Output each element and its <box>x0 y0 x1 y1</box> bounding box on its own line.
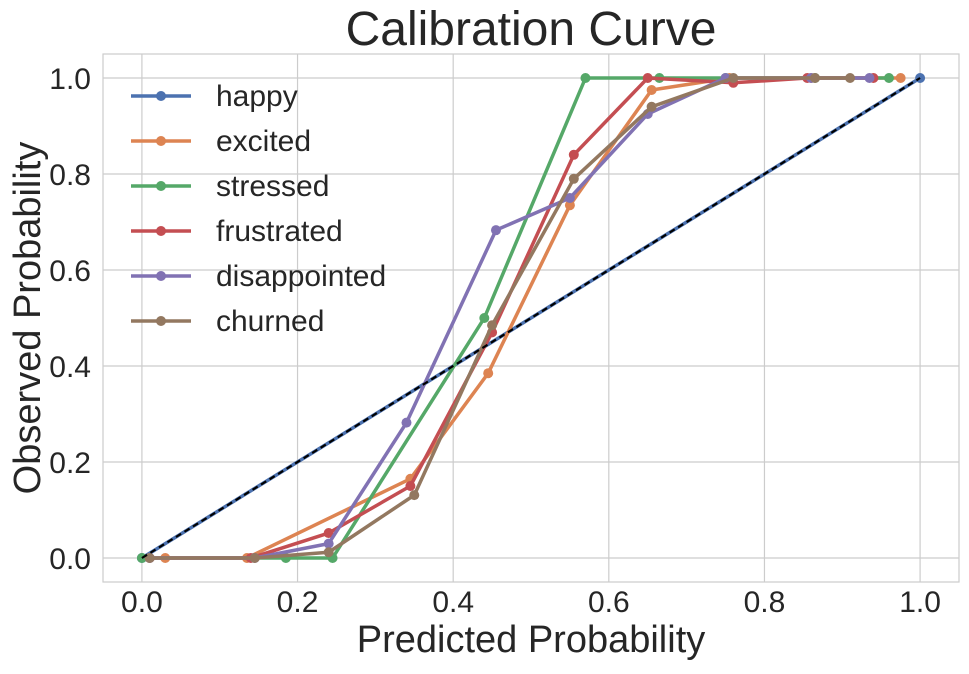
data-point-disappointed <box>564 193 575 203</box>
legend-marker <box>156 91 166 101</box>
data-point-churned <box>845 73 856 83</box>
data-point-disappointed <box>323 538 334 549</box>
legend-label: disappointed <box>216 260 386 293</box>
legend-item-disappointed: disappointed <box>131 260 386 293</box>
legend-item-happy: happy <box>131 80 298 113</box>
data-point-frustrated <box>568 149 579 160</box>
data-point-disappointed <box>401 417 412 428</box>
tick-labels: 0.0 0.2 0.4 0.6 0.8 1.0 0.0 0.2 0.4 0.6 0.8 1.0 <box>49 63 941 619</box>
y-tick-label: 0.8 <box>49 159 91 192</box>
data-point-disappointed <box>490 225 501 236</box>
data-point-churned <box>646 101 657 112</box>
series-line-churned <box>149 76 851 560</box>
legend-marker <box>156 316 166 326</box>
y-tick-label: 0.6 <box>49 255 91 288</box>
data-point-churned <box>487 320 498 331</box>
chart-title: Calibration Curve <box>346 3 717 56</box>
data-point-excited <box>483 368 494 379</box>
x-tick-label: 1.0 <box>899 586 941 619</box>
legend-item-frustrated: frustrated <box>131 215 343 248</box>
data-point-churned <box>810 73 821 83</box>
legend-label: stressed <box>216 170 329 203</box>
data-point-stressed <box>479 313 490 323</box>
series-churned <box>144 73 856 563</box>
data-point-stressed <box>883 73 894 83</box>
legend-item-excited: excited <box>131 125 311 158</box>
y-tick-label: 0.0 <box>49 543 91 576</box>
legend-item-churned: churned <box>131 305 324 338</box>
legend-item-stressed: stressed <box>131 170 329 203</box>
legend-marker <box>156 271 166 281</box>
legend: happy excited stressed frustrated disappoint… <box>131 80 386 338</box>
data-point-excited <box>564 200 575 211</box>
data-point-frustrated <box>323 528 334 539</box>
x-tick-label: 0.6 <box>588 586 630 619</box>
data-point-churned <box>409 490 420 501</box>
legend-marker <box>156 226 166 236</box>
legend-marker <box>156 181 166 191</box>
perfect-calibration-line <box>141 77 921 559</box>
series-layer <box>136 73 926 563</box>
legend-marker <box>156 136 166 146</box>
data-point-churned <box>728 73 739 83</box>
data-point-excited <box>895 73 906 83</box>
legend-label: churned <box>216 305 324 338</box>
data-point-disappointed <box>864 73 875 83</box>
legend-label: happy <box>216 80 298 113</box>
x-axis-title: Predicted Probability <box>357 619 706 661</box>
legend-label: excited <box>216 125 311 158</box>
x-tick-label: 0.0 <box>121 586 163 619</box>
data-point-excited <box>646 85 657 95</box>
x-tick-label: 0.2 <box>277 586 319 619</box>
data-point-frustrated <box>405 481 416 491</box>
y-tick-label: 1.0 <box>49 63 91 96</box>
legend-label: frustrated <box>216 215 343 248</box>
y-tick-label: 0.2 <box>49 447 91 480</box>
data-point-stressed <box>580 73 591 83</box>
data-point-churned <box>249 553 260 563</box>
x-tick-label: 0.8 <box>744 586 786 619</box>
series-line-frustrated <box>149 76 874 560</box>
data-point-churned <box>568 173 579 184</box>
plot-frame <box>102 53 960 583</box>
data-point-churned <box>323 547 334 558</box>
y-tick-label: 0.4 <box>49 351 91 384</box>
y-axis-title: Observed Probability <box>7 142 49 495</box>
x-tick-label: 0.4 <box>432 586 474 619</box>
data-point-frustrated <box>642 73 653 83</box>
